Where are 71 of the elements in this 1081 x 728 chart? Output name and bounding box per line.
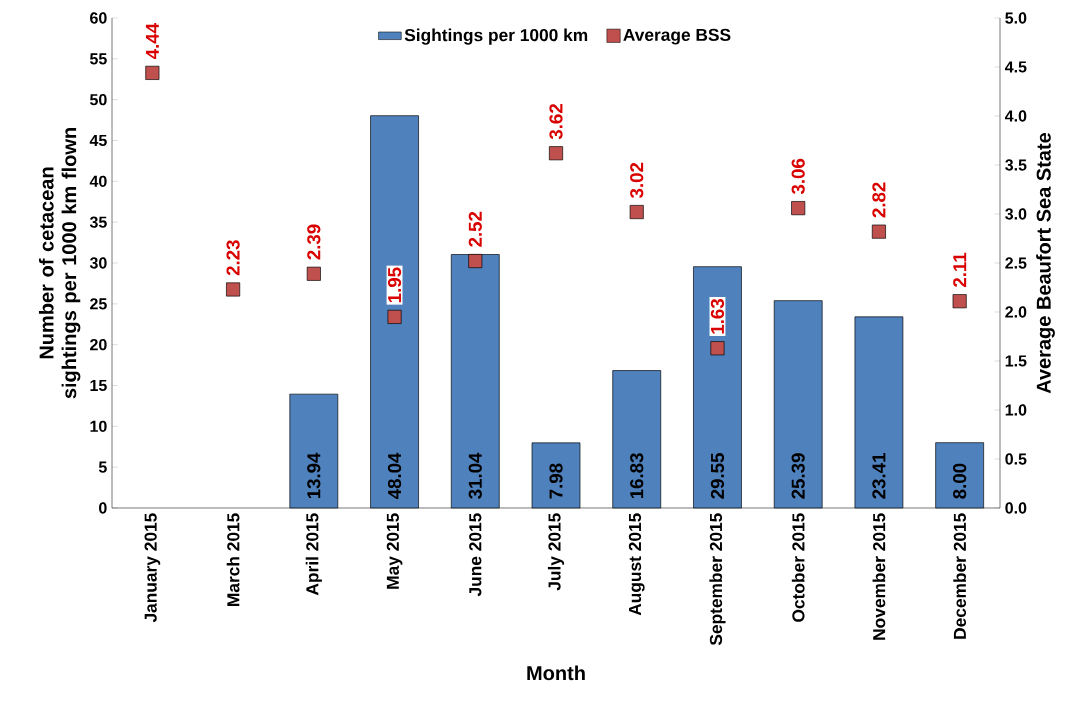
y-tick-label: 60	[90, 12, 107, 24]
y-tick-label: 40	[89, 175, 107, 187]
x-tick-label: August 2015	[628, 513, 645, 616]
y2-axis-title: Average Beaufort Sea State	[1036, 132, 1055, 394]
x-tick-label: October 2015	[791, 513, 805, 622]
data-label: 48.04	[387, 452, 402, 499]
point	[871, 224, 886, 239]
y-tick-label: 50	[89, 94, 107, 106]
y2-tick-label: 0.5	[1005, 453, 1027, 465]
y2-tick-label: 1.0	[1005, 404, 1027, 416]
data-label: 2.52	[468, 211, 482, 247]
y-tick-label: 15	[90, 379, 107, 392]
y-tick-label: 35	[89, 216, 107, 228]
data-label: 2.23	[226, 240, 240, 276]
point	[952, 294, 967, 309]
data-label: 2.11	[953, 252, 967, 287]
y-tick-label: 0	[99, 502, 107, 514]
y-tick-label: 55	[89, 53, 107, 65]
data-label: 4.44	[145, 23, 159, 59]
y-tick-label: 30	[89, 257, 107, 269]
data-label: 2.39	[307, 224, 321, 260]
data-label: 3.02	[630, 162, 644, 199]
x-axis-title: Month	[527, 665, 585, 681]
data-label: 8.00	[953, 463, 967, 499]
x-tick-label: April 2015	[305, 513, 322, 596]
y-tick-label: 45	[89, 134, 107, 147]
point	[710, 341, 725, 356]
point	[306, 266, 321, 281]
y2-tick-label: 2.5	[1005, 257, 1027, 269]
y2-tick-label: 5.0	[1005, 12, 1027, 24]
point	[145, 65, 160, 80]
point	[791, 201, 806, 216]
x-tick-label: March 2015	[226, 513, 240, 606]
data-label: 7.98	[549, 463, 563, 499]
y2-tick-label: 0.0	[1005, 502, 1027, 514]
data-label: 3.62	[549, 104, 563, 140]
x-tick-label: January 2015	[144, 513, 161, 623]
y2-tick-label: 2.0	[1005, 306, 1027, 318]
x-tick-label: May 2015	[386, 513, 403, 589]
point	[226, 282, 241, 297]
point	[468, 254, 483, 269]
x-tick-label: July 2015	[547, 513, 565, 591]
legend-label: Sightings per 1000 km	[404, 28, 588, 45]
data-label: 25.39	[791, 453, 805, 499]
data-label: 3.06	[791, 158, 805, 195]
point	[387, 309, 402, 324]
x-tick-label: December 2015	[953, 513, 967, 639]
data-label: 31.04	[468, 452, 482, 499]
point	[549, 146, 564, 161]
data-label: 13.94	[307, 452, 321, 499]
y2-tick-label: 1.5	[1005, 355, 1027, 367]
x-tick-label: November 2015	[872, 513, 886, 640]
y2-tick-label: 3.5	[1005, 159, 1027, 171]
y2-tick-label: 3.0	[1005, 208, 1027, 220]
x-tick-label: September 2015	[709, 513, 726, 646]
y2-tick-label: 4.5	[1004, 61, 1027, 73]
data-label: 16.83	[630, 453, 644, 499]
y-tick-label: 5	[98, 461, 107, 473]
y-tick-label: 20	[90, 339, 107, 351]
x-tick-label: June 2015	[469, 513, 482, 597]
data-label: 23.41	[872, 453, 886, 499]
data-label: 1.63	[710, 299, 725, 334]
point	[629, 205, 644, 220]
y-axis-title: Number of cetacean sightings per 1000 km flown	[38, 128, 81, 399]
y2-tick-label: 4.0	[1004, 110, 1027, 122]
y-tick-label: 10	[90, 420, 107, 432]
data-label: 29.55	[710, 453, 725, 499]
data-label: 2.82	[872, 182, 886, 218]
legend-label: Average BSS	[623, 28, 731, 45]
data-label: 1.95	[387, 267, 402, 303]
y-tick-label: 25	[90, 298, 107, 310]
